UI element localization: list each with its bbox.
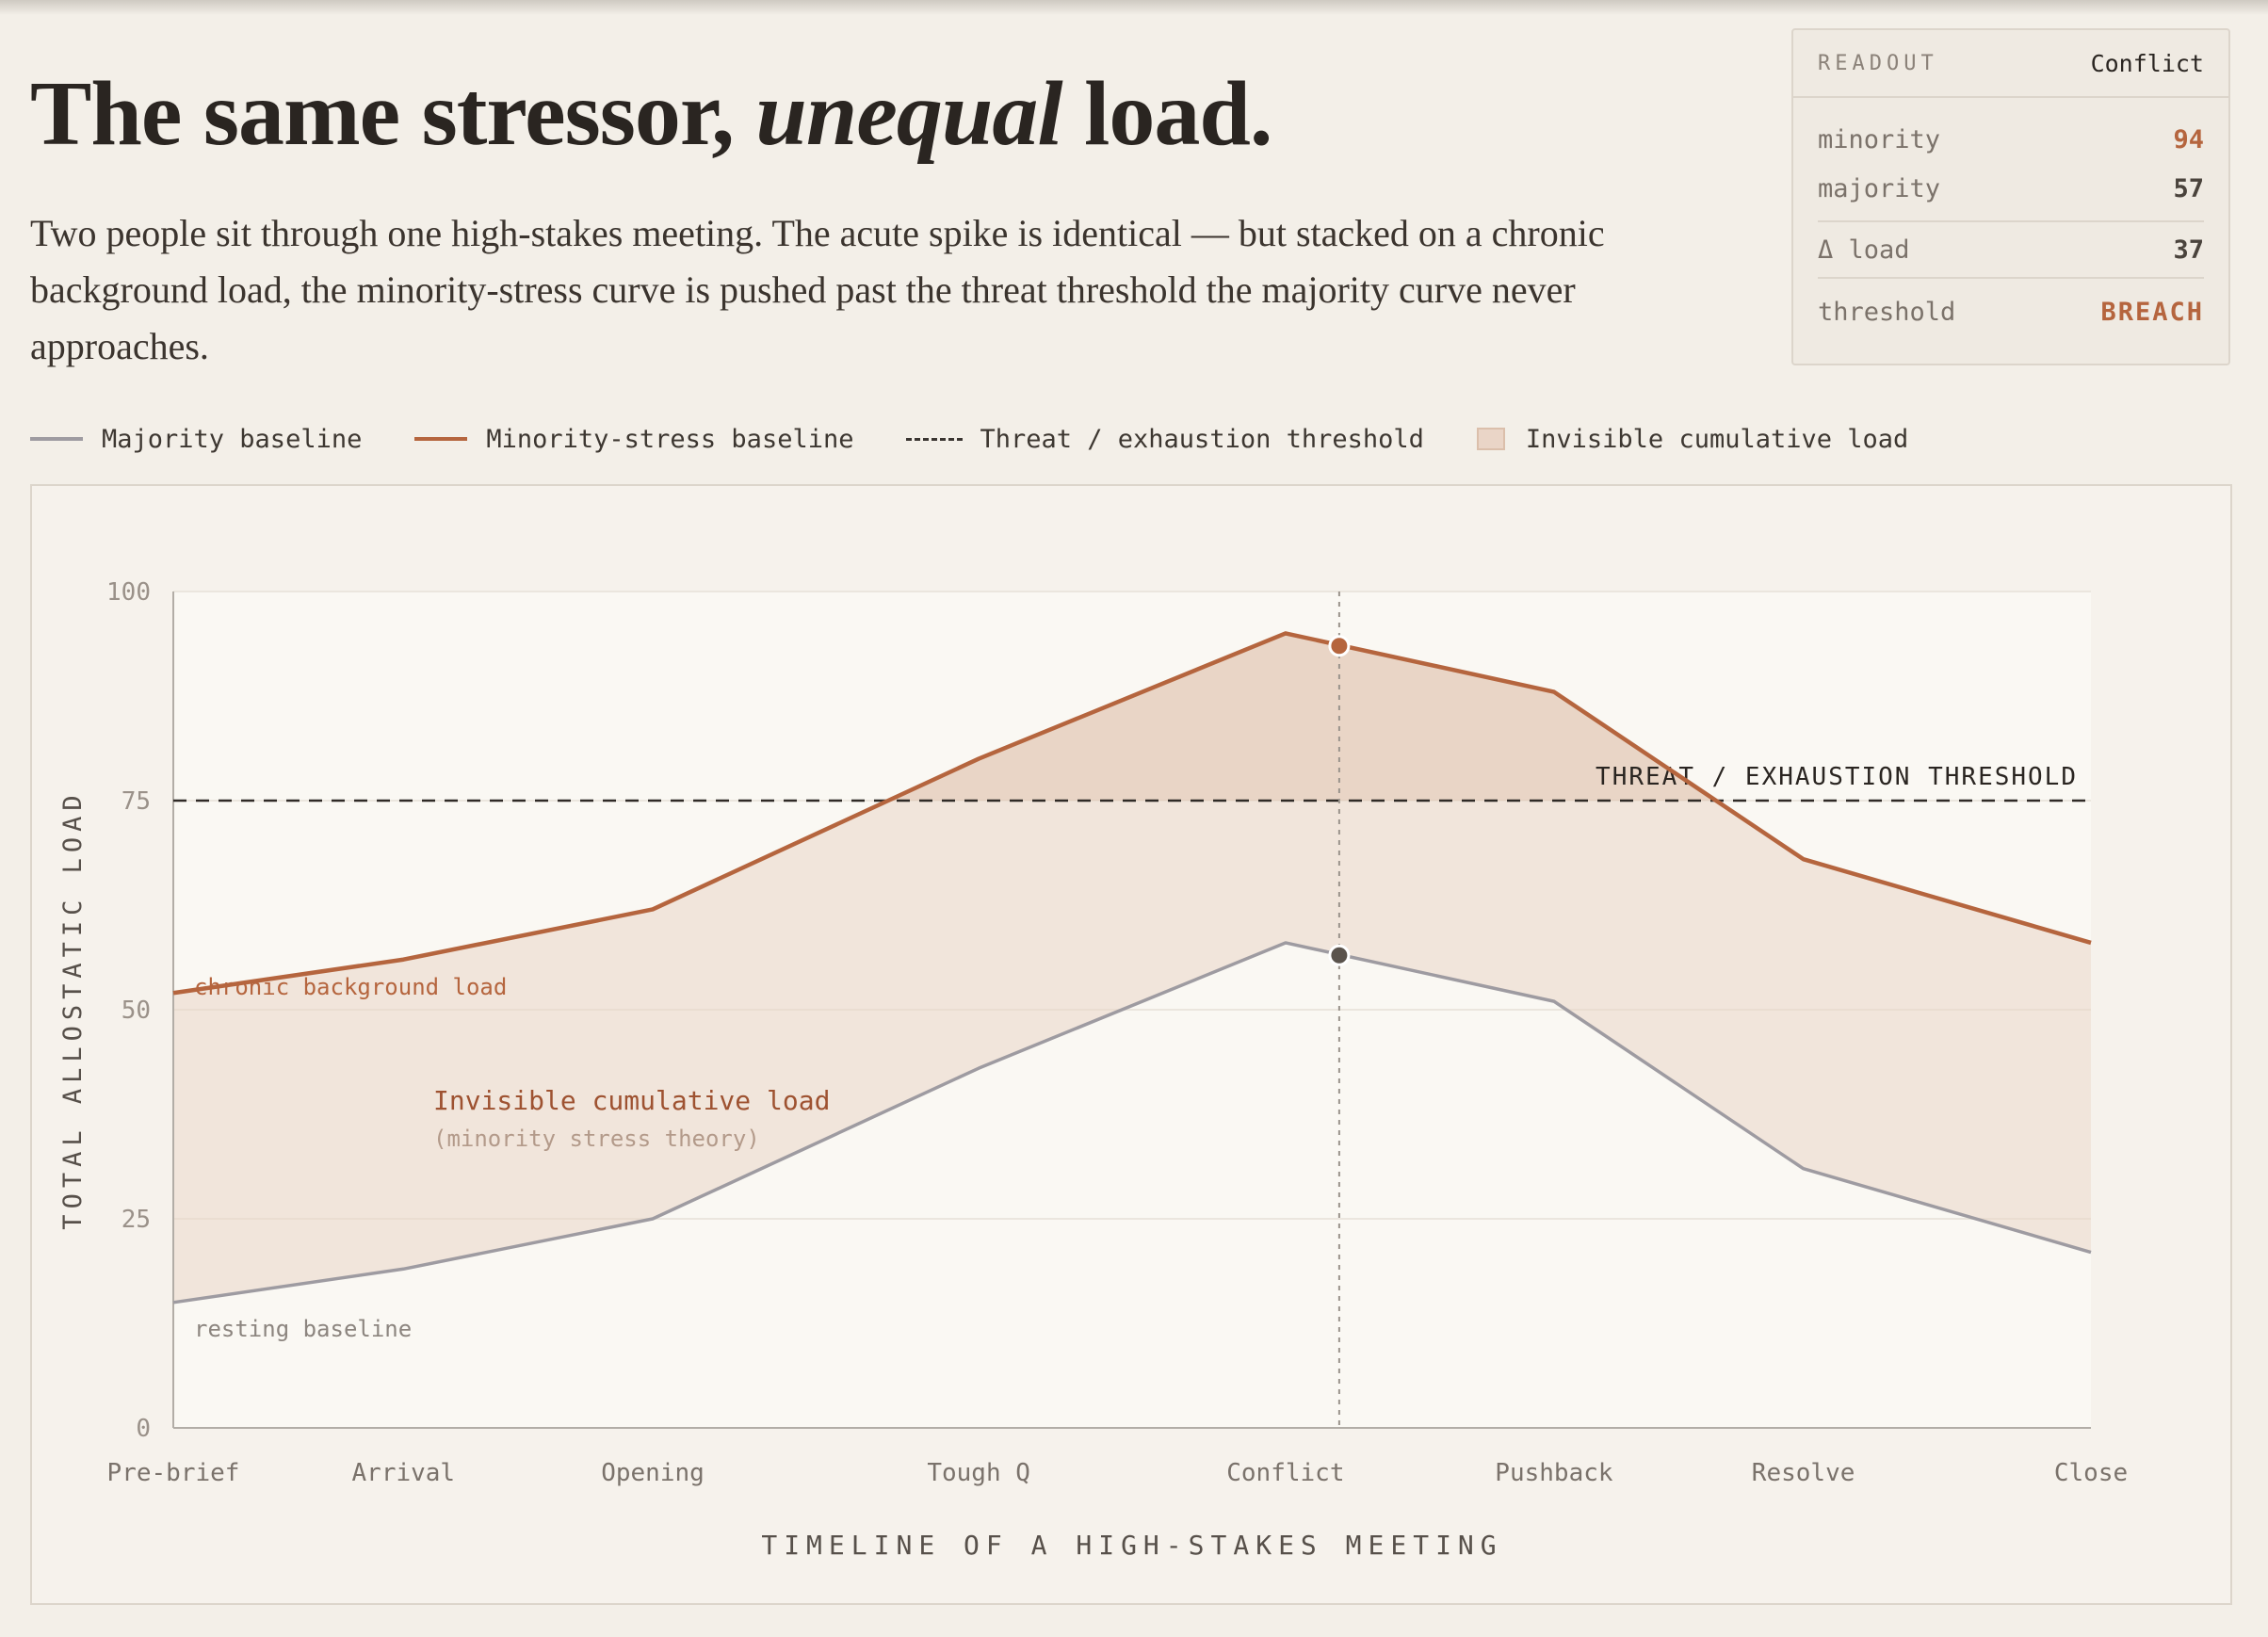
load-annotation-title: Invisible cumulative load [433,1085,830,1116]
y-axis-title: TOTAL ALLOSTATIC LOAD [58,789,88,1229]
title-emphasis: unequal [755,63,1062,165]
y-tick-label: 50 [122,997,151,1025]
cursor-marker-majority [1328,944,1351,966]
readout-header: READOUT Conflict [1793,30,2228,98]
y-tick-label: 25 [122,1206,151,1234]
load-band-breach [887,633,1716,801]
majority-line [172,941,2092,1305]
legend-item-load: Invisible cumulative load [1476,424,1909,454]
legend-label: Invisible cumulative load [1525,424,1909,454]
title-part-1: The same stressor, [30,63,756,165]
readout-key: minority [1818,124,1941,154]
readout-row-majority: majority 57 [1793,164,2228,213]
readout-value: 37 [2173,235,2204,265]
chart-svg[interactable]: THREAT / EXHAUSTION THRESHOLD 0 25 50 75 100 P… [32,486,2230,1603]
load-annotation-subtitle: (minority stress theory) [433,1126,760,1152]
top-shadow [0,0,2268,15]
readout-stage: Conflict [2090,49,2204,77]
y-tick-label: 0 [136,1415,151,1443]
page-title: The same stressor, unequal load. [30,63,1272,166]
x-tick-label: Opening [601,1459,705,1487]
readout-divider [1818,220,2204,222]
y-tick-label: 75 [122,787,151,816]
readout-row-delta: Δ load 37 [1793,222,2228,277]
x-tick-label: Arrival [352,1459,456,1487]
minority-line-swatch [414,437,468,441]
readout-status: BREACH [2100,297,2204,327]
x-tick-label: Conflict [1226,1459,1344,1487]
majority-line-swatch [30,437,83,441]
readout-key: Δ load [1818,235,1910,265]
readout-panel: READOUT Conflict minority 94 majority 57… [1791,28,2230,365]
chronic-load-annotation: chronic background load [194,974,507,1000]
readout-value: 57 [2173,173,2204,203]
readout-value: 94 [2173,124,2204,154]
readout-row-threshold: threshold BREACH [1793,279,2228,345]
legend-label: Threat / exhaustion threshold [980,424,1424,454]
legend-item-minority: Minority-stress baseline [414,425,853,454]
x-tick-label: Close [2054,1459,2128,1487]
legend-item-majority: Majority baseline [30,425,362,454]
title-part-2: load. [1061,63,1272,165]
x-tick-label: Pre-brief [107,1459,240,1487]
threshold-dash-swatch [906,437,964,441]
x-axis-title: TIMELINE OF A HIGH-STAKES MEETING [761,1530,1502,1561]
legend-label: Majority baseline [102,424,363,454]
readout-divider [1818,277,2204,279]
y-tick-label: 100 [106,578,151,607]
readout-key: threshold [1818,297,1956,327]
legend-label: Minority-stress baseline [486,424,854,454]
intro-paragraph: Two people sit through one high-stakes m… [30,212,1605,367]
load-band [173,633,2091,1303]
x-tick-label: Tough Q [927,1459,1030,1487]
resting-baseline-annotation: resting baseline [194,1316,412,1342]
readout-row-minority: minority 94 [1793,115,2228,164]
chart-panel: THREAT / EXHAUSTION THRESHOLD 0 25 50 75 100 P… [30,484,2232,1605]
readout-label: READOUT [1818,51,1938,75]
load-fill-swatch [1476,428,1505,450]
x-tick-label: Pushback [1495,1459,1613,1487]
minority-line [172,631,2092,996]
x-tick-label: Resolve [1752,1459,1855,1487]
threshold-label: THREAT / EXHAUSTION THRESHOLD [1596,763,2078,791]
chart-legend: Majority baseline Minority-stress baseli… [30,420,1961,458]
legend-item-threshold: Threat / exhaustion threshold [906,424,1424,454]
cursor-marker-minority [1328,635,1351,657]
readout-key: majority [1818,173,1941,203]
